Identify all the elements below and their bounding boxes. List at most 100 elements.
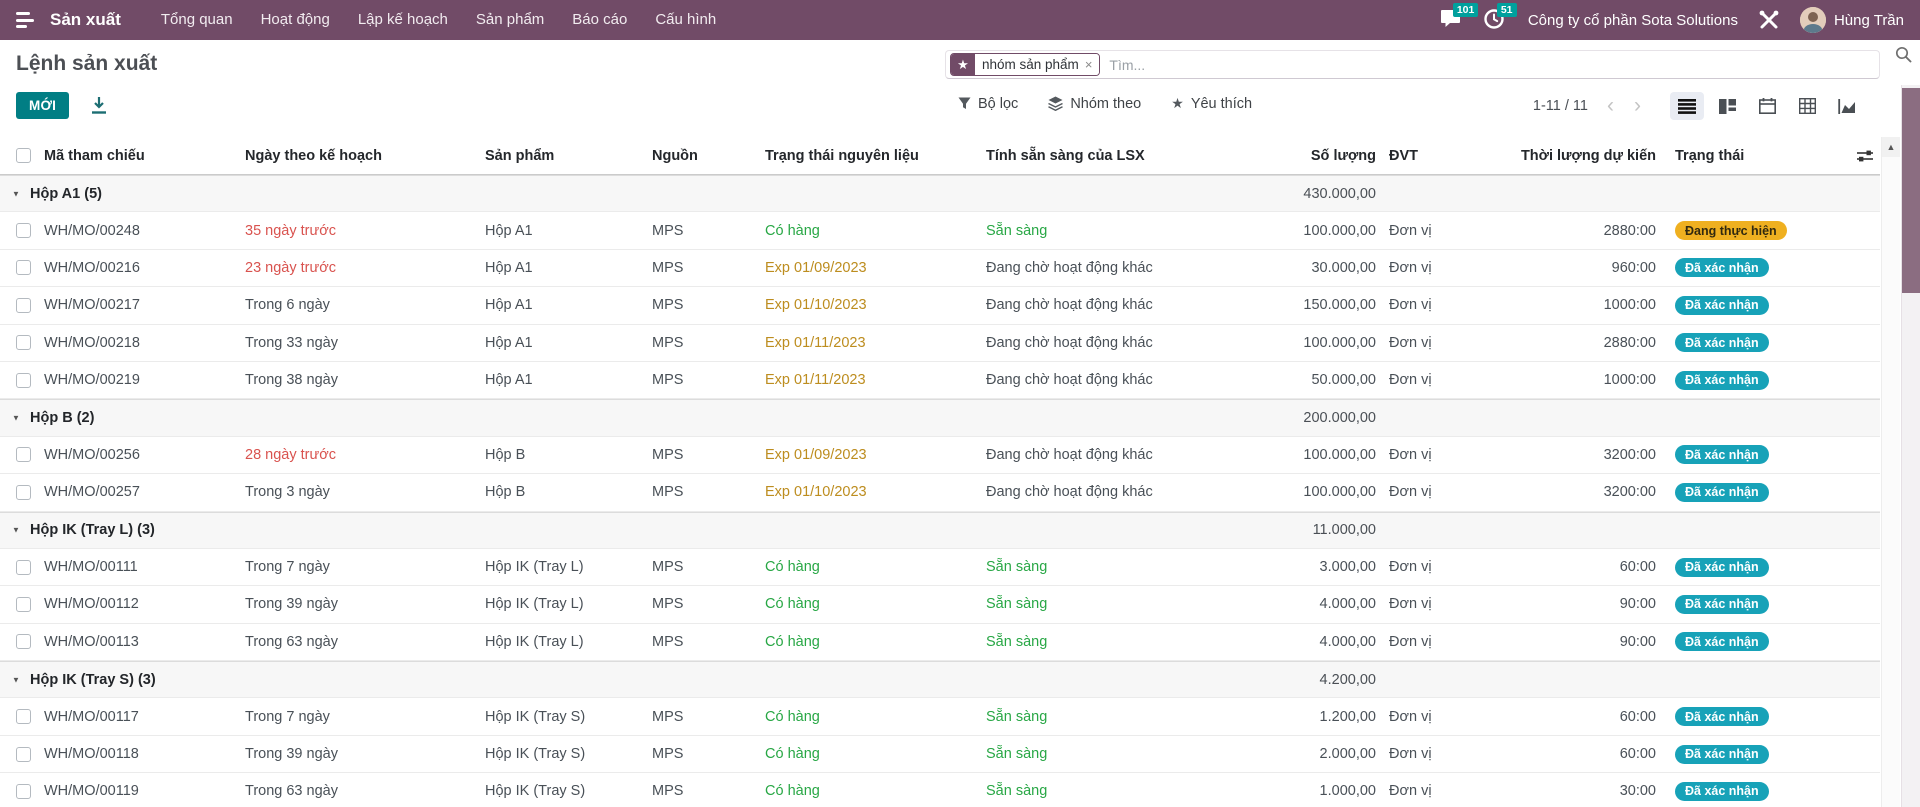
export-download-icon[interactable] [91, 97, 107, 114]
cell-product: Hộp A1 [485, 334, 533, 351]
row-checkbox[interactable] [16, 709, 31, 725]
header-uom[interactable]: ĐVT [1389, 147, 1418, 164]
cell-status: Đã xác nhận [1662, 707, 1849, 727]
current-app-name[interactable]: Sản xuất [50, 10, 121, 29]
cell-duration: 1000:00 [1603, 372, 1656, 389]
scroll-up-icon[interactable]: ▲ [1882, 137, 1900, 157]
cell-source: MPS [652, 596, 684, 613]
row-checkbox[interactable] [16, 746, 31, 762]
group-caret-icon[interactable]: ▼ [12, 525, 20, 535]
header-source[interactable]: Nguồn [652, 147, 698, 164]
user-menu[interactable]: Hùng Trần [1799, 7, 1904, 33]
row-checkbox[interactable] [16, 447, 31, 463]
header-product[interactable]: Sản phẩm [485, 147, 555, 164]
header-planned-date[interactable]: Ngày theo kế hoạch [245, 147, 382, 164]
cell-quantity: 30.000,00 [1311, 259, 1376, 276]
order-row[interactable]: WH/MO/00219 Trong 38 ngày Hộp A1 MPS Exp… [0, 361, 1880, 400]
new-button[interactable]: MỚI [16, 92, 70, 119]
group-total-qty: 430.000,00 [1303, 185, 1376, 202]
search-icon[interactable] [1895, 46, 1912, 68]
pager-next-icon[interactable]: › [1634, 94, 1641, 117]
order-row[interactable]: WH/MO/00111 Trong 7 ngày Hộp IK (Tray L)… [0, 548, 1880, 587]
cell-uom: Đơn vị [1389, 596, 1432, 613]
order-row[interactable]: WH/MO/00217 Trong 6 ngày Hộp A1 MPS Exp … [0, 287, 1880, 325]
row-checkbox[interactable] [16, 559, 31, 575]
menu-item-planning[interactable]: Lập kế hoạch [357, 11, 448, 28]
cell-readiness: Sẵn sàng [986, 746, 1048, 763]
order-row[interactable]: WH/MO/00216 23 ngày trước Hộp A1 MPS Exp… [0, 249, 1880, 288]
messages-button[interactable]: 101 [1440, 3, 1479, 32]
cell-product: Hộp B [485, 484, 526, 501]
list-view-button[interactable] [1670, 92, 1704, 120]
cell-reference: WH/MO/00119 [44, 783, 139, 800]
list-scrollbar[interactable]: ▲ [1881, 137, 1900, 807]
header-status[interactable]: Trạng thái [1675, 147, 1745, 164]
order-row[interactable]: WH/MO/00113 Trong 63 ngày Hộp IK (Tray L… [0, 623, 1880, 662]
header-duration[interactable]: Thời lượng dự kiến [1520, 147, 1656, 164]
debug-tools-icon[interactable] [1758, 10, 1780, 30]
facet-remove-icon[interactable]: × [1084, 57, 1093, 72]
row-checkbox[interactable] [16, 297, 31, 313]
group-caret-icon[interactable]: ▼ [12, 675, 20, 685]
menu-item-configuration[interactable]: Cấu hình [655, 11, 717, 28]
menu-item-overview[interactable]: Tổng quan [160, 11, 233, 28]
kanban-view-button[interactable] [1710, 92, 1744, 120]
header-readiness[interactable]: Tính sẵn sàng của LSX [986, 147, 1145, 164]
cell-planned-date: Trong 6 ngày [245, 297, 330, 314]
page-scrollbar-thumb[interactable] [1902, 88, 1920, 293]
cell-product: Hộp IK (Tray L) [485, 633, 584, 650]
optional-columns-icon[interactable] [1849, 149, 1880, 163]
order-row[interactable]: WH/MO/00218 Trong 33 ngày Hộp A1 MPS Exp… [0, 324, 1880, 362]
group-by-button[interactable]: Nhóm theo [1048, 96, 1141, 112]
pivot-view-button[interactable] [1790, 92, 1824, 120]
cell-material-state: Exp 01/11/2023 [765, 334, 866, 351]
header-reference[interactable]: Mã tham chiếu [44, 147, 145, 164]
favorites-button[interactable]: ★ Yêu thích [1171, 95, 1253, 112]
status-badge: Đã xác nhận [1675, 557, 1769, 577]
search-facet: ★ nhóm sản phẩm × [950, 53, 1101, 76]
cell-source: MPS [652, 334, 684, 351]
company-switcher[interactable]: Công ty cổ phần Sota Solutions [1527, 11, 1738, 29]
row-checkbox[interactable] [16, 223, 31, 239]
group-row[interactable]: ▼ Hộp IK (Tray L) (3) 11.000,00 [0, 511, 1880, 549]
apps-menu-icon[interactable] [16, 12, 36, 28]
group-row[interactable]: ▼ Hộp IK (Tray S) (3) 4.200,00 [0, 661, 1880, 699]
group-caret-icon[interactable]: ▼ [12, 189, 20, 199]
menu-item-products[interactable]: Sản phẩm [475, 11, 545, 28]
order-row[interactable]: WH/MO/00118 Trong 39 ngày Hộp IK (Tray S… [0, 735, 1880, 774]
menu-item-operations[interactable]: Hoạt động [260, 11, 330, 28]
order-row[interactable]: WH/MO/00112 Trong 39 ngày Hộp IK (Tray L… [0, 586, 1880, 624]
pager-previous-icon[interactable]: ‹ [1607, 94, 1614, 117]
menu-item-reporting[interactable]: Báo cáo [572, 11, 628, 28]
row-checkbox[interactable] [16, 783, 31, 799]
row-checkbox[interactable] [16, 260, 31, 276]
order-row[interactable]: WH/MO/00248 35 ngày trước Hộp A1 MPS Có … [0, 212, 1880, 250]
group-caret-icon[interactable]: ▼ [12, 413, 20, 423]
row-checkbox[interactable] [16, 372, 31, 388]
row-checkbox[interactable] [16, 484, 31, 500]
header-material-state[interactable]: Trạng thái nguyên liệu [765, 147, 919, 164]
order-row[interactable]: WH/MO/00119 Trong 63 ngày Hộp IK (Tray S… [0, 773, 1880, 807]
chat-bubble-icon [1440, 10, 1461, 32]
cell-reference: WH/MO/00218 [44, 334, 140, 351]
group-row[interactable]: ▼ Hộp B (2) 200.000,00 [0, 399, 1880, 437]
search-input[interactable] [1109, 56, 1849, 73]
row-checkbox[interactable] [16, 335, 31, 351]
row-checkbox[interactable] [16, 634, 31, 650]
select-all-checkbox[interactable] [16, 148, 31, 163]
row-checkbox[interactable] [16, 596, 31, 612]
activities-button[interactable]: 51 [1484, 3, 1517, 31]
cell-status: Đã xác nhận [1662, 258, 1849, 278]
cell-quantity: 3.000,00 [1319, 559, 1376, 576]
header-quantity[interactable]: Số lượng [1310, 147, 1376, 164]
graph-view-button[interactable] [1830, 92, 1864, 120]
cell-quantity: 1.200,00 [1319, 708, 1376, 725]
search-bar[interactable]: ★ nhóm sản phẩm × [945, 50, 1880, 79]
order-row[interactable]: WH/MO/00257 Trong 3 ngày Hộp B MPS Exp 0… [0, 474, 1880, 512]
order-row[interactable]: WH/MO/00117 Trong 7 ngày Hộp IK (Tray S)… [0, 698, 1880, 736]
group-row[interactable]: ▼ Hộp A1 (5) 430.000,00 [0, 175, 1880, 213]
calendar-view-button[interactable] [1750, 92, 1784, 120]
filters-button[interactable]: Bộ lọc [958, 96, 1018, 112]
order-row[interactable]: WH/MO/00256 28 ngày trước Hộp B MPS Exp … [0, 436, 1880, 475]
page-scrollbar[interactable] [1901, 85, 1920, 807]
